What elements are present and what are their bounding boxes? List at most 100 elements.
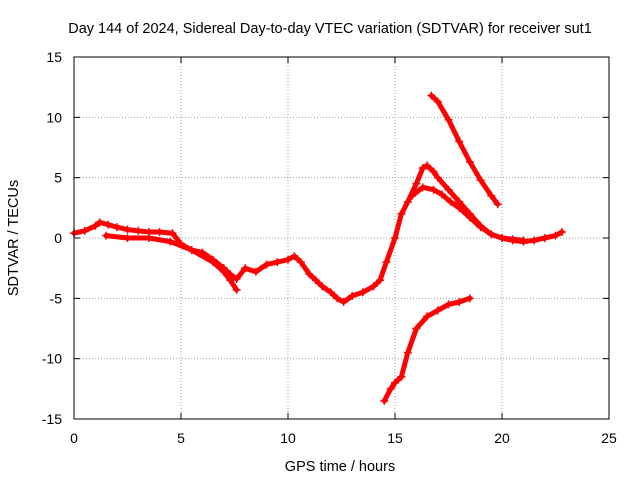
data-point (438, 190, 447, 199)
data-point (91, 221, 100, 230)
data-point (444, 115, 453, 124)
data-point (226, 276, 235, 285)
data-point (290, 252, 299, 261)
sdtvar-high-arc-band (428, 93, 501, 207)
data-point (418, 183, 427, 192)
data-point (412, 324, 421, 333)
data-point (382, 258, 391, 267)
data-point (519, 236, 528, 245)
data-point (433, 97, 442, 106)
data-point (219, 267, 228, 276)
data-point (476, 176, 485, 185)
data-point (455, 137, 464, 146)
axis-ticks: 0 5 10 15 20 25 -15 -10 -5 0 5 10 15 (42, 49, 617, 446)
data-point (465, 213, 474, 222)
data-point (376, 276, 385, 285)
x-tick-label: 0 (70, 430, 78, 446)
data-point (418, 164, 427, 173)
data-point (339, 297, 348, 306)
x-axis-label: GPS time / hours (285, 459, 395, 475)
y-tick-label: -10 (42, 351, 62, 367)
data-point (433, 306, 442, 315)
data-point (262, 260, 271, 269)
x-tick-label: 5 (177, 430, 185, 446)
x-tick-label: 15 (387, 430, 403, 446)
y-tick-label: 5 (54, 170, 62, 186)
data-point (540, 234, 549, 242)
data-point (403, 348, 412, 357)
data-point (465, 157, 474, 166)
data-point (386, 384, 395, 393)
y-axis-label: SDTVAR / TECUs (6, 180, 22, 296)
data-point (102, 231, 111, 240)
data-point (476, 223, 485, 232)
data-point (455, 203, 464, 212)
data-point (123, 234, 132, 242)
data-point (311, 276, 320, 285)
data-point (187, 246, 196, 255)
data-point (493, 200, 502, 209)
data-point (95, 218, 104, 227)
data-point (429, 185, 438, 194)
data-point (423, 312, 432, 321)
data-point (209, 258, 218, 267)
data-point (455, 297, 464, 306)
data-point (391, 234, 399, 242)
data-point (391, 378, 399, 387)
x-tick-label: 25 (601, 430, 617, 446)
data-point (498, 234, 506, 242)
y-tick-label: 10 (46, 109, 62, 125)
data-point (557, 227, 566, 236)
data-series (70, 91, 566, 405)
data-point (155, 227, 164, 236)
data-point (487, 191, 496, 200)
data-point (348, 291, 357, 300)
data-point (369, 282, 378, 291)
data-point (465, 294, 474, 303)
data-point (305, 270, 314, 279)
data-point (241, 264, 250, 273)
y-tick-label: -5 (50, 290, 63, 306)
data-point (380, 396, 389, 405)
data-point (508, 235, 517, 244)
data-point (296, 258, 305, 267)
data-point (318, 282, 327, 291)
data-point (80, 226, 89, 235)
data-point (123, 225, 132, 234)
sdtvar-upper-decay-2-band (409, 184, 526, 243)
data-point (403, 197, 412, 206)
y-tick-label: -15 (42, 411, 62, 427)
data-point (333, 294, 342, 303)
data-point (423, 161, 432, 170)
data-point (397, 209, 406, 218)
data-point (232, 275, 241, 284)
data-point (427, 91, 436, 100)
data-point (530, 236, 539, 245)
data-point (408, 191, 417, 200)
data-point (487, 230, 496, 239)
data-point (326, 288, 335, 297)
x-tick-label: 20 (494, 430, 510, 446)
data-point (166, 237, 175, 246)
data-point (134, 226, 143, 235)
data-point (104, 220, 113, 229)
data-point (232, 285, 241, 294)
y-tick-label: 0 (54, 230, 62, 246)
data-point (144, 234, 153, 242)
x-tick-label: 10 (280, 430, 296, 446)
data-point (168, 229, 177, 238)
data-point (446, 197, 455, 206)
y-tick-label: 15 (46, 49, 62, 65)
data-point (112, 223, 121, 232)
data-point (251, 267, 260, 276)
data-point (444, 300, 453, 309)
data-point (433, 173, 442, 182)
data-point (397, 372, 406, 381)
chart-title: Day 144 of 2024, Sidereal Day-to-day VTE… (68, 21, 592, 37)
data-point (412, 179, 421, 188)
data-point (284, 255, 292, 264)
data-point (429, 167, 438, 176)
data-point (551, 231, 560, 240)
data-point (358, 288, 367, 297)
